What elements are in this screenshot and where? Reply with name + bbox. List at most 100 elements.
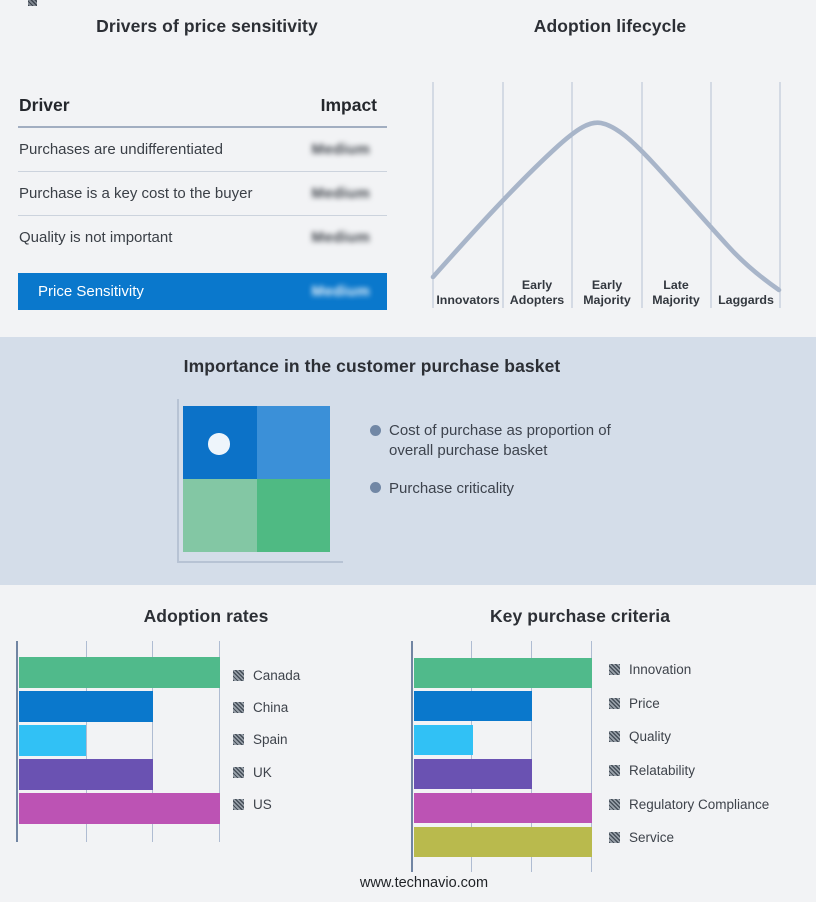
impact-cell-blurred: Medium (311, 229, 370, 246)
legend-item: Innovation (609, 653, 769, 687)
legend-item: Price (609, 687, 769, 721)
hatch-swatch-icon (609, 664, 620, 676)
adoption-rates-title: Adoption rates (143, 606, 269, 626)
cropped-hatch-fragment (28, 0, 37, 6)
drivers-panel-title: Drivers of price sensitivity (96, 16, 318, 36)
y-axis (16, 641, 19, 842)
legend-item: Service (609, 821, 769, 855)
purchase-criteria-chart (410, 641, 610, 872)
purchase-criteria-legend: Innovation Price Quality Relatability Re… (609, 653, 769, 855)
legend-item: Relatability (609, 754, 769, 788)
bar-quality (413, 725, 473, 756)
stage-label-early-adopters: Early Adopters (509, 278, 565, 307)
bar-service (413, 826, 592, 857)
table-row: Purchases are undifferentiated Medium (18, 128, 387, 172)
hatch-swatch-icon (233, 702, 244, 714)
basket-bullet-2: Purchase criticality (389, 480, 515, 497)
legend-label: China (253, 700, 289, 716)
bullet-icon (370, 425, 381, 436)
driver-cell: Purchases are undifferentiated (19, 141, 224, 158)
stage-label-innovators: Innovators (436, 292, 500, 307)
table-row: Purchase is a key cost to the buyer Medi… (18, 172, 387, 216)
basket-bullet-1: Cost of purchase as proportion of overal… (389, 422, 611, 459)
lifecycle-gridlines (432, 82, 781, 308)
lifecycle-chart (430, 82, 782, 308)
hatch-swatch-icon (609, 798, 620, 810)
hatch-swatch-icon (609, 731, 620, 743)
legend-label: Service (629, 830, 675, 846)
legend-item: Quality (609, 720, 769, 754)
legend-label: US (253, 797, 272, 813)
legend-label: Price (629, 695, 660, 711)
bar-regulatory-compliance (413, 792, 592, 823)
impact-cell-blurred: Medium (311, 185, 370, 202)
legend-item: Canada (233, 659, 300, 691)
driver-cell: Purchase is a key cost to the buyer (19, 185, 253, 202)
purchase-criteria-title: Key purchase criteria (489, 606, 671, 626)
bar-innovation (413, 657, 592, 688)
gridline (471, 641, 473, 872)
legend-label: UK (253, 764, 272, 780)
bullet-icon (370, 482, 381, 493)
bar-relatability (413, 758, 533, 789)
stage-label-late-majority: Late Majority (652, 278, 700, 307)
quadrant-y-axis (177, 399, 179, 563)
stage-label-early-majority: Early Majority (583, 278, 631, 307)
bell-curve (430, 120, 782, 293)
bar-price (413, 691, 533, 722)
bar-china (19, 690, 153, 722)
impact-cell-blurred: Medium (311, 141, 370, 158)
website-url: www.technavio.com (359, 875, 489, 891)
bar-uk (19, 758, 153, 790)
legend-label: Relatability (629, 763, 696, 779)
quadrant-bottom-left (183, 479, 257, 552)
bar-spain (19, 724, 86, 756)
gridline (219, 641, 221, 842)
lifecycle-panel-title: Adoption lifecycle (533, 16, 687, 36)
legend-label: Spain (253, 732, 288, 748)
drivers-table-header: Driver Impact (18, 94, 387, 128)
lifecycle-stage-labels: Innovators Early Adopters Early Majority… (420, 260, 792, 308)
hatch-swatch-icon (233, 766, 244, 778)
adoption-rates-legend: Canada China Spain UK US (233, 659, 300, 821)
position-marker-dot (208, 433, 230, 455)
table-row: Quality is not important Medium (18, 216, 387, 259)
impact-cell-blurred: Medium (311, 283, 370, 300)
gridline (590, 641, 592, 872)
gridline (86, 641, 88, 842)
driver-cell: Quality is not important (19, 229, 173, 246)
hatch-swatch-icon (233, 669, 244, 681)
adoption-rates-chart (15, 641, 315, 842)
hatch-swatch-icon (609, 697, 620, 709)
y-axis (411, 641, 414, 872)
purchase-basket-band (0, 337, 816, 585)
column-driver: Driver (19, 95, 70, 115)
driver-cell: Price Sensitivity (38, 283, 144, 300)
bar-canada (19, 656, 220, 688)
bar-us (19, 792, 220, 824)
legend-item: Regulatory Compliance (609, 787, 769, 821)
legend-label: Regulatory Compliance (629, 796, 770, 812)
quadrant-top-right (256, 406, 330, 479)
basket-panel-title: Importance in the customer purchase bask… (183, 356, 561, 376)
quadrant-x-axis (177, 561, 343, 563)
quadrant-bottom-right (256, 479, 330, 552)
gridline (531, 641, 533, 872)
gridline (152, 641, 154, 842)
legend-item: UK (233, 756, 300, 788)
hatch-swatch-icon (609, 765, 620, 777)
hatch-swatch-icon (233, 734, 244, 746)
legend-item: US (233, 789, 300, 821)
legend-item: China (233, 691, 300, 723)
column-impact: Impact (320, 95, 377, 115)
legend-item: Spain (233, 724, 300, 756)
quadrant-matrix (183, 406, 330, 552)
legend-label: Canada (253, 667, 301, 683)
hatch-swatch-icon (233, 799, 244, 811)
hatch-swatch-icon (609, 832, 620, 844)
legend-label: Quality (629, 729, 672, 745)
legend-label: Innovation (629, 662, 692, 678)
drivers-table: Driver Impact Purchases are undifferenti… (18, 94, 387, 310)
stage-label-laggards: Laggards (718, 292, 774, 307)
